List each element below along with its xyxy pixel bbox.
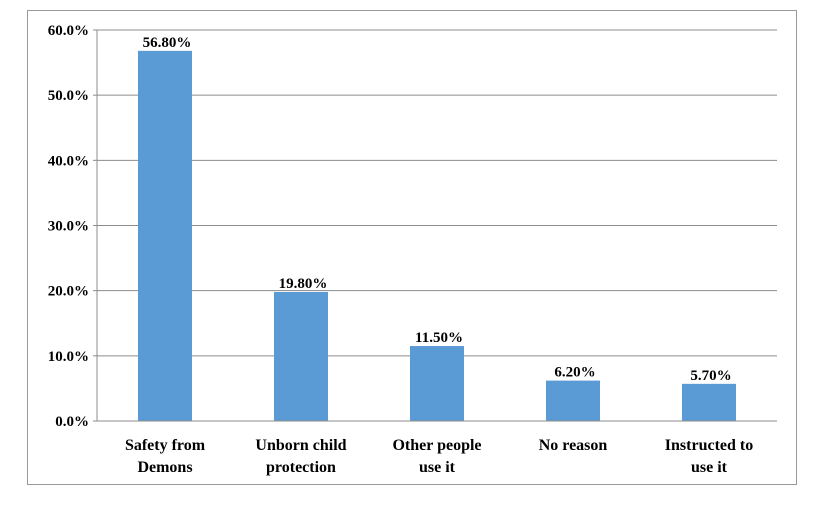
category-label: Unborn child [255, 437, 346, 454]
y-tick-label: 10.0% [48, 349, 89, 365]
y-tick-label: 40.0% [48, 153, 89, 169]
gridlines [97, 29, 777, 357]
y-axis-ticks: 0.0% 10.0% 20.0% 30.0% 40.0% 50.0% 60.0% [48, 23, 97, 430]
data-label: 19.80% [279, 276, 328, 292]
data-labels: 56.80% 19.80% 11.50% 6.20% 5.70% [143, 35, 732, 384]
category-label: use it [419, 459, 456, 476]
bars [138, 50, 736, 421]
category-label: No reason [539, 437, 608, 454]
bar [138, 50, 192, 421]
data-label: 5.70% [690, 368, 731, 384]
category-label: Other people [392, 437, 481, 454]
data-label: 6.20% [554, 365, 595, 381]
category-label: Safety from [125, 437, 206, 454]
category-labels: Safety from Demons Unborn child protection O… [125, 437, 753, 476]
category-label: Demons [137, 459, 192, 476]
y-tick-label: 0.0% [55, 414, 89, 430]
bar [546, 380, 600, 421]
category-label: Instructed to [665, 437, 753, 454]
category-label: protection [266, 459, 336, 476]
y-tick-label: 50.0% [48, 88, 89, 104]
y-tick-label: 30.0% [48, 219, 89, 235]
data-label: 11.50% [415, 330, 463, 346]
bar [410, 346, 464, 421]
y-tick-label: 20.0% [48, 284, 89, 300]
category-label: use it [691, 459, 728, 476]
bar [274, 291, 328, 421]
data-label: 56.80% [143, 35, 192, 51]
y-tick-label: 60.0% [48, 23, 89, 39]
bar [682, 383, 736, 421]
